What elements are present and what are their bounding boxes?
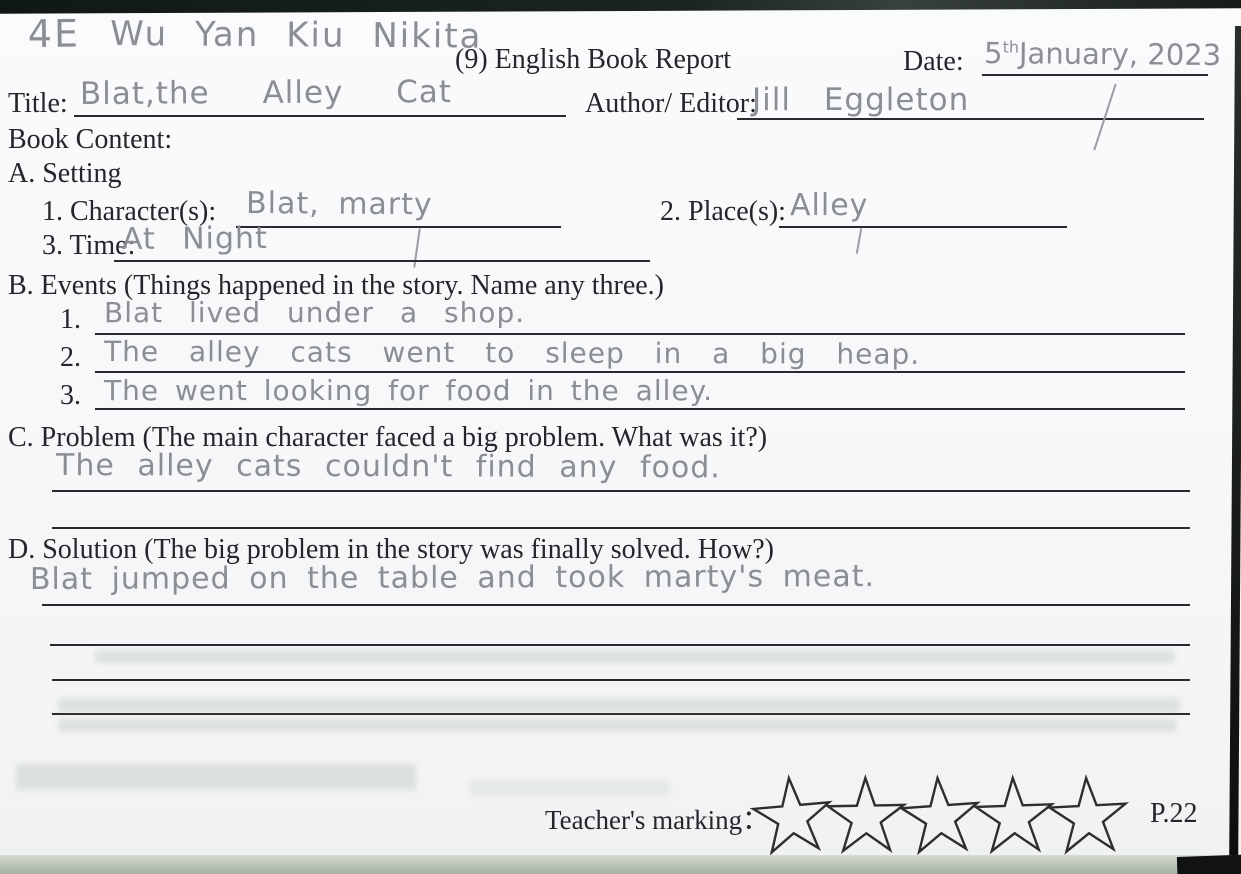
problem-underline-2 (52, 527, 1190, 529)
characters-value-handwriting: Blat, marty (246, 186, 433, 223)
solution-underline-4 (52, 713, 1190, 715)
event-1-number: 1. (60, 304, 81, 335)
time-value-handwriting: At Night (121, 220, 268, 257)
event-2-number: 2. (60, 342, 81, 373)
solution-underline-2 (50, 644, 1190, 646)
scan-edge-corner (1176, 854, 1241, 874)
title-underline (74, 115, 566, 117)
event-3-number: 3. (60, 380, 81, 411)
bleed-through-text (470, 780, 670, 796)
bleed-through-text (16, 764, 416, 790)
date-underline (982, 74, 1208, 76)
problem-answer-handwriting: The alley cats couldn't find any food. (56, 448, 721, 486)
places-underline (779, 226, 1067, 228)
section-c-heading: C. Problem (The main character faced a b… (8, 422, 768, 453)
author-label: Author/ Editor: (585, 88, 757, 119)
characters-label: 1. Character(s): (42, 196, 217, 227)
star-outline-icon (749, 774, 833, 856)
event-2-handwriting: The alley cats went to sleep in a big he… (104, 335, 921, 371)
date-rest: January, 2023 (1018, 36, 1222, 73)
event-1-underline (95, 333, 1185, 335)
section-b-heading: B. Events (Things happened in the story.… (8, 270, 665, 301)
bleed-through-text (58, 698, 1180, 713)
date-value-handwriting: 5thJanuary, 2023 (984, 36, 1221, 72)
teacher-marking-label: Teacher's marking： (545, 805, 770, 835)
star-outline-icon (824, 774, 908, 854)
star-outline-icon (972, 774, 1056, 855)
bleed-through-text (58, 719, 1176, 732)
places-value-handwriting: Alley (790, 188, 869, 223)
event-3-handwriting: The went looking for food in the alley. (104, 374, 714, 407)
solution-answer-handwriting: Blat jumped on the table and took marty'… (29, 559, 876, 597)
student-name-handwriting: Wu Yan Kiu Nikita (110, 14, 483, 57)
section-a-heading: A. Setting (8, 158, 122, 189)
class-label-handwriting: 4E (27, 11, 81, 56)
problem-underline-1 (52, 490, 1190, 492)
solution-underline-1 (42, 604, 1190, 606)
scan-edge-bottom (0, 855, 1241, 874)
bleed-through-text (95, 650, 1175, 663)
solution-underline-3 (52, 679, 1190, 681)
characters-underline (236, 226, 561, 228)
date-ordinal: th (1002, 37, 1020, 57)
page-number: P.22 (1150, 798, 1198, 829)
event-1-handwriting: Blat lived under a shop. (104, 296, 526, 329)
author-underline (737, 118, 1204, 120)
form-title: (9) English Book Report (455, 44, 732, 75)
time-label: 3. Time: (42, 230, 136, 261)
author-value-handwriting: Jill Eggleton (752, 82, 970, 118)
event-3-underline (95, 408, 1185, 410)
star-outline-icon (1045, 774, 1130, 855)
time-underline (114, 260, 650, 262)
rating-stars (748, 770, 1132, 858)
scan-edge-right (1228, 25, 1241, 874)
date-day: 5 (984, 36, 1003, 71)
title-label: Title: (8, 88, 68, 119)
section-d-heading: D. Solution (The big problem in the stor… (8, 534, 774, 565)
pencil-stroke (855, 228, 863, 254)
star-outline-icon (897, 774, 981, 856)
pencil-stroke (1093, 83, 1117, 151)
scan-edge-top (0, 0, 1241, 14)
book-content-heading: Book Content: (8, 124, 173, 155)
title-value-handwriting: Blat,the Alley Cat (79, 74, 453, 112)
event-2-underline (95, 371, 1185, 373)
places-label: 2. Place(s): (660, 196, 786, 227)
date-label: Date: (903, 46, 964, 77)
